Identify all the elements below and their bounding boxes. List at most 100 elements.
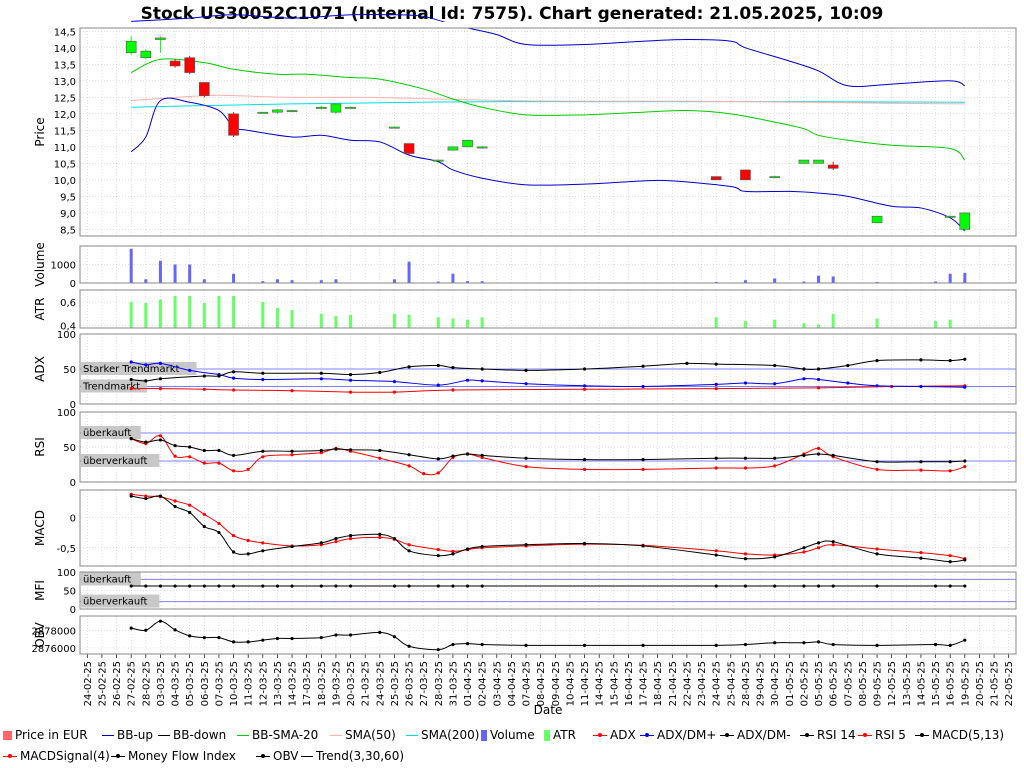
candle-body bbox=[184, 57, 195, 73]
candle-body bbox=[462, 139, 473, 148]
bar-atr bbox=[466, 319, 470, 328]
series-point-obv bbox=[378, 630, 382, 635]
series-point-obv bbox=[348, 633, 353, 637]
legend-label: BB-down bbox=[173, 728, 227, 742]
series-point-obv bbox=[963, 638, 967, 642]
series-point-adx_dmplus bbox=[465, 378, 470, 382]
bar-atr bbox=[232, 295, 236, 328]
bar-volume bbox=[144, 279, 148, 283]
bar-atr bbox=[743, 320, 747, 328]
x-tick-label: 13-05-25 bbox=[902, 661, 913, 706]
y-tick-label: 12,0 bbox=[54, 110, 76, 121]
y-tick-label: 11,5 bbox=[54, 126, 76, 137]
series-point-rsi5 bbox=[582, 467, 587, 471]
bar-atr bbox=[349, 314, 353, 328]
series-point-macd_signal bbox=[261, 541, 265, 545]
series-point-obv bbox=[173, 628, 177, 632]
series-point-adx_dmminus bbox=[714, 362, 718, 366]
y-axis-label: ADX bbox=[33, 356, 47, 382]
y-axis-label: MFI bbox=[33, 580, 47, 601]
series-point-rsi5 bbox=[524, 465, 528, 469]
x-tick-label: 22-04-25 bbox=[682, 661, 693, 706]
x-tick-label: 27-03-25 bbox=[419, 661, 430, 706]
series-point-rsi5 bbox=[773, 464, 777, 468]
series-point-macd_signal bbox=[144, 494, 148, 498]
legend-label: RSI 14 bbox=[817, 728, 856, 742]
series-point-adx_dmminus bbox=[582, 367, 587, 371]
series-point-macd bbox=[451, 552, 455, 556]
series-point-mfi bbox=[188, 584, 192, 588]
y-tick-label: 9,5 bbox=[60, 192, 76, 203]
x-tick-label: 24-02-25 bbox=[83, 661, 94, 706]
series-point-adx_dmplus bbox=[582, 384, 587, 388]
series-point-adx_dmminus bbox=[919, 358, 923, 362]
panel-atr: 0,6 0,4 ATR bbox=[33, 290, 1016, 333]
series-point-obv bbox=[948, 643, 952, 647]
series-point-macd_signal bbox=[919, 551, 923, 555]
legend-swatch bbox=[720, 733, 734, 737]
x-tick-label: 18-03-25 bbox=[317, 661, 328, 706]
series-point-obv bbox=[831, 642, 835, 647]
legend-swatch bbox=[3, 754, 17, 758]
x-tick-label: 15-05-25 bbox=[931, 661, 942, 706]
candle-body bbox=[403, 143, 415, 154]
x-tick-label: 03-04-25 bbox=[492, 661, 503, 706]
panel-rsi: 100 50 0 RSI überkauft überverkauft bbox=[33, 408, 1016, 489]
series-line-bb_up bbox=[131, 13, 966, 88]
y-axis-label: Price bbox=[33, 117, 47, 146]
series-point-adx_dmplus bbox=[231, 376, 236, 380]
series-point-adx_dmplus bbox=[348, 378, 353, 382]
x-tick-label: 04-03-25 bbox=[171, 661, 182, 706]
x-tick-label: 14-05-25 bbox=[916, 661, 927, 706]
legend-swatch bbox=[330, 735, 342, 736]
panel-adx: 100 50 0 ADX Starker Trendmarkt Trendmarkt bbox=[33, 330, 1016, 411]
series-point-rsi5 bbox=[378, 456, 382, 460]
series-point-macd bbox=[231, 550, 236, 554]
y-axis-label: Volume bbox=[33, 242, 47, 287]
legend-label: BB-SMA-20 bbox=[252, 728, 319, 742]
series-point-adx_dmplus bbox=[802, 377, 806, 381]
series-point-adx_dmminus bbox=[641, 364, 645, 368]
y-tick-label: 13,0 bbox=[54, 77, 76, 88]
series-line-macd bbox=[131, 495, 965, 563]
series-point-adx_dmplus bbox=[158, 361, 163, 365]
legend-swatch bbox=[237, 735, 249, 736]
series-point-adx_dmminus bbox=[963, 357, 967, 361]
band-label-box bbox=[81, 426, 141, 439]
x-tick-label: 14-03-25 bbox=[288, 661, 299, 706]
legend-item: SMA(50) bbox=[330, 728, 396, 742]
panel-background bbox=[80, 290, 1016, 328]
series-point-rsi5 bbox=[422, 472, 426, 476]
series-point-adx bbox=[202, 387, 206, 391]
x-tick-label: 20-05-25 bbox=[975, 661, 986, 706]
y-tick-label: 0 bbox=[70, 478, 76, 489]
x-tick-label: 19-05-25 bbox=[960, 661, 971, 706]
series-point-mfi bbox=[773, 584, 777, 588]
series-point-adx_dmminus bbox=[451, 366, 455, 370]
x-tick-label: 21-04-25 bbox=[668, 661, 679, 706]
series-point-rsi14 bbox=[334, 447, 338, 451]
series-point-rsi14 bbox=[948, 460, 952, 464]
candle-body bbox=[125, 40, 137, 54]
bar-volume bbox=[407, 261, 411, 283]
legend-label: MACDSignal(4) bbox=[20, 749, 110, 763]
bar-volume bbox=[290, 280, 294, 283]
plot-clip bbox=[79, 22, 1017, 28]
series-point-adx_dmplus bbox=[641, 384, 645, 389]
legend-item: ADX bbox=[593, 728, 636, 742]
series-point-mfi bbox=[743, 584, 748, 588]
series-point-mfi bbox=[348, 584, 353, 588]
panel-background bbox=[80, 490, 1016, 566]
series-point-rsi5 bbox=[963, 465, 967, 469]
candle-body bbox=[433, 159, 444, 162]
y-tick-label: 0,4 bbox=[60, 322, 76, 333]
bar-atr bbox=[188, 295, 192, 328]
series-point-macd bbox=[743, 557, 748, 561]
series-point-macd bbox=[378, 532, 382, 536]
candle-body bbox=[871, 215, 883, 224]
bar-volume bbox=[817, 275, 821, 283]
series-point-rsi14 bbox=[173, 444, 177, 448]
series-point-adx_dmminus bbox=[319, 371, 323, 375]
series-point-rsi14 bbox=[144, 440, 148, 444]
band-label: Starker Trendmarkt bbox=[83, 364, 180, 375]
